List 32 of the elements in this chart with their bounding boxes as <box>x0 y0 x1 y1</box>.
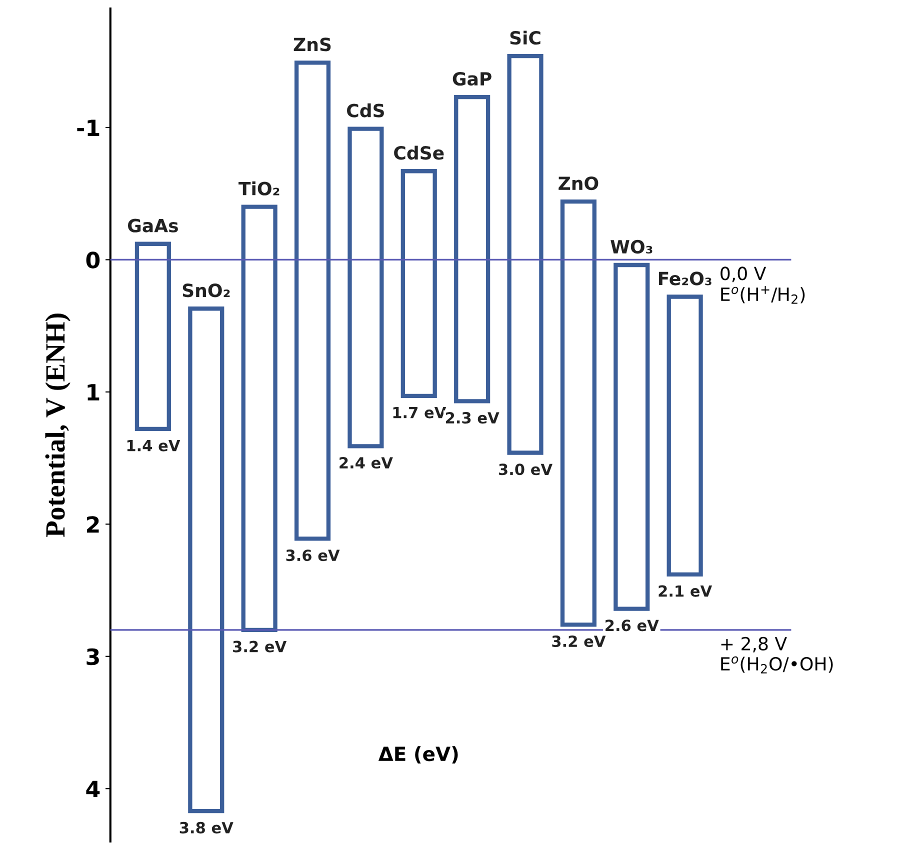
x-tick-label: SiC <box>510 30 540 45</box>
ref-line-label: 0,0 V E$^{o}$(H$^{+}$/H$_{2}$) <box>720 266 805 304</box>
y-tick-label: 4 <box>86 780 100 798</box>
x-tick-label: TiO₂ <box>238 181 280 196</box>
x-axis-title: ΔE (eV) <box>378 746 458 764</box>
y-tick-label: 2 <box>86 516 99 533</box>
x-tick-label: GaP <box>452 72 492 86</box>
data-label: 3.8 eV <box>180 822 234 834</box>
data-label: 2.4 eV <box>340 457 393 469</box>
data-label: 3.0 eV <box>499 464 552 476</box>
x-tick-label: GaAs <box>128 218 178 232</box>
data-label: 3.6 eV <box>286 550 340 562</box>
y-axis-title: Potential, V (ENH) <box>45 314 70 538</box>
data-label: 2.3 eV <box>446 412 500 424</box>
data-label: 3.2 eV <box>552 636 606 648</box>
data-label: 3.2 eV <box>233 640 287 652</box>
data-label: 1.7 eV <box>393 406 446 418</box>
data-label: 2.1 eV <box>658 585 712 597</box>
x-tick-label: CdSe <box>394 146 444 160</box>
x-tick-label: CdS <box>347 103 384 118</box>
x-tick-label: Fe₂O₃ <box>658 272 712 286</box>
data-label: 2.6 eV <box>606 620 659 632</box>
y-tick-label: 3 <box>86 648 99 666</box>
x-tick-label: ZnS <box>294 38 331 52</box>
y-tick-label: -1 <box>77 120 100 136</box>
data-label: 1.4 eV <box>127 440 180 452</box>
x-tick-label: SnO₂ <box>182 284 230 298</box>
y-tick-label: 1 <box>88 384 100 400</box>
y-tick-label: 0 <box>86 252 100 268</box>
x-tick-label: WO₃ <box>610 240 652 254</box>
x-tick-label: ZnO <box>558 176 598 190</box>
ref-line-label: + 2,8 V E$^{o}$(H$_{2}$O/•OH) <box>721 636 833 674</box>
